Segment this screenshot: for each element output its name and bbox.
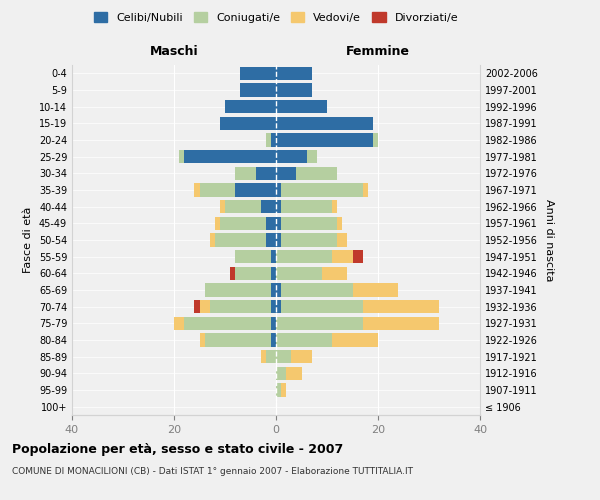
- Bar: [276, 116, 373, 130]
- Bar: [281, 184, 363, 196]
- Bar: [194, 300, 199, 314]
- Text: Femmine: Femmine: [346, 45, 410, 58]
- Bar: [271, 316, 276, 330]
- Bar: [337, 216, 342, 230]
- Bar: [271, 334, 276, 346]
- Bar: [322, 266, 347, 280]
- Bar: [332, 200, 337, 213]
- Bar: [276, 66, 312, 80]
- Bar: [260, 350, 266, 364]
- Bar: [281, 200, 332, 213]
- Bar: [205, 334, 271, 346]
- Bar: [266, 134, 271, 146]
- Bar: [276, 366, 286, 380]
- Bar: [307, 150, 317, 164]
- Bar: [266, 216, 276, 230]
- Bar: [220, 116, 276, 130]
- Bar: [276, 250, 332, 264]
- Bar: [240, 66, 276, 80]
- Bar: [184, 316, 271, 330]
- Bar: [373, 134, 378, 146]
- Bar: [225, 100, 276, 114]
- Bar: [271, 284, 276, 296]
- Bar: [230, 266, 235, 280]
- Bar: [194, 184, 199, 196]
- Bar: [205, 284, 271, 296]
- Text: Maschi: Maschi: [149, 45, 199, 58]
- Bar: [276, 266, 322, 280]
- Legend: Celibi/Nubili, Coniugati/e, Vedovi/e, Divorziati/e: Celibi/Nubili, Coniugati/e, Vedovi/e, Di…: [89, 8, 463, 27]
- Bar: [276, 384, 281, 396]
- Bar: [271, 250, 276, 264]
- Bar: [276, 166, 296, 180]
- Bar: [240, 84, 276, 96]
- Bar: [292, 350, 312, 364]
- Bar: [276, 134, 373, 146]
- Bar: [362, 184, 368, 196]
- Bar: [225, 200, 260, 213]
- Bar: [271, 134, 276, 146]
- Bar: [276, 184, 281, 196]
- Y-axis label: Anni di nascita: Anni di nascita: [544, 198, 554, 281]
- Bar: [296, 166, 337, 180]
- Bar: [271, 300, 276, 314]
- Bar: [220, 216, 266, 230]
- Bar: [276, 300, 281, 314]
- Bar: [276, 200, 281, 213]
- Bar: [174, 316, 184, 330]
- Bar: [281, 384, 286, 396]
- Bar: [276, 84, 312, 96]
- Bar: [332, 250, 353, 264]
- Bar: [353, 284, 398, 296]
- Bar: [286, 366, 302, 380]
- Bar: [199, 184, 235, 196]
- Bar: [276, 216, 281, 230]
- Bar: [362, 316, 439, 330]
- Bar: [260, 200, 276, 213]
- Bar: [235, 266, 271, 280]
- Bar: [235, 184, 276, 196]
- Bar: [281, 234, 337, 246]
- Bar: [276, 350, 292, 364]
- Bar: [235, 166, 256, 180]
- Bar: [266, 350, 276, 364]
- Text: COMUNE DI MONACILIONI (CB) - Dati ISTAT 1° gennaio 2007 - Elaborazione TUTTITALI: COMUNE DI MONACILIONI (CB) - Dati ISTAT …: [12, 468, 413, 476]
- Bar: [276, 100, 327, 114]
- Bar: [199, 300, 210, 314]
- Bar: [220, 200, 225, 213]
- Bar: [210, 234, 215, 246]
- Bar: [281, 216, 337, 230]
- Bar: [199, 334, 205, 346]
- Bar: [276, 316, 362, 330]
- Bar: [276, 334, 332, 346]
- Bar: [215, 216, 220, 230]
- Bar: [184, 150, 276, 164]
- Bar: [256, 166, 276, 180]
- Bar: [215, 234, 266, 246]
- Bar: [362, 300, 439, 314]
- Text: Popolazione per età, sesso e stato civile - 2007: Popolazione per età, sesso e stato civil…: [12, 442, 343, 456]
- Bar: [179, 150, 184, 164]
- Bar: [337, 234, 347, 246]
- Bar: [353, 250, 362, 264]
- Bar: [210, 300, 271, 314]
- Bar: [266, 234, 276, 246]
- Bar: [276, 284, 281, 296]
- Y-axis label: Fasce di età: Fasce di età: [23, 207, 33, 273]
- Bar: [276, 150, 307, 164]
- Bar: [271, 266, 276, 280]
- Bar: [281, 300, 363, 314]
- Bar: [281, 284, 353, 296]
- Bar: [276, 234, 281, 246]
- Bar: [235, 250, 271, 264]
- Bar: [332, 334, 378, 346]
